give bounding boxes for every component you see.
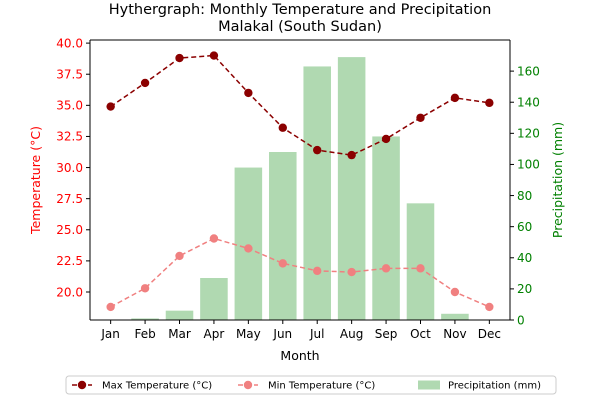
max-temperature-point	[485, 98, 494, 108]
max-temperature-point	[175, 53, 184, 63]
min-temperature-point	[106, 302, 115, 312]
max-temperature-point	[140, 78, 150, 88]
y-left-tick-label: 35.0	[56, 99, 83, 113]
y-left-tick-label: 27.5	[56, 192, 83, 206]
y-left-tick-label: 25.0	[56, 223, 83, 237]
min-temperature-point	[485, 302, 494, 312]
legend-min-temperature-point-marker	[243, 380, 253, 390]
max-temperature-point	[244, 88, 253, 98]
x-axis-label: Month	[280, 348, 319, 363]
y-left-tick-label: 32.5	[56, 130, 83, 144]
axes: Jan Feb Mar Apr May Jun Jul Aug Sep Oct Nov Dec 20.0…	[56, 36, 540, 341]
x-tick-label: Apr	[204, 327, 225, 341]
min-temperature-point	[347, 267, 356, 277]
chart-subtitle: Malakal (South Sudan)	[218, 19, 382, 35]
y-right-tick-label: 40	[517, 251, 532, 265]
legend-min-temperature-label: Min Temperature (°C)	[268, 381, 375, 392]
legend-max-temperature-point-marker	[77, 380, 87, 390]
x-tick-label: Oct	[410, 327, 431, 341]
y-right-tick-label: 80	[517, 189, 532, 203]
y-right-tick-label: 160	[517, 64, 540, 78]
max-temperature-point	[278, 123, 287, 132]
precipitation-bar	[200, 278, 228, 320]
precipitation-bar	[131, 318, 159, 320]
y-left-tick-label: 22.5	[56, 254, 83, 268]
x-tick-label: Jun	[272, 327, 292, 341]
x-tick-label: May	[236, 327, 261, 341]
precipitation-bar	[269, 152, 297, 320]
y-left-tick-label: 20.0	[56, 285, 83, 299]
max-temperature-point	[313, 145, 322, 155]
min-temperature-line	[110, 237, 490, 308]
x-tick-label: Nov	[443, 327, 466, 341]
y-right-tick-label: 120	[517, 127, 540, 141]
min-temperature-point	[381, 264, 391, 273]
max-temperature-point	[381, 134, 391, 144]
y-right-tick-label: 20	[517, 282, 532, 296]
y-axis-right-label: Precipitation (mm)	[550, 122, 565, 238]
y-left-tick-label: 40.0	[56, 36, 83, 50]
max-temperature-point	[106, 102, 115, 111]
x-tick-label: Jan	[100, 327, 120, 341]
min-temperature-point	[140, 284, 150, 293]
legend-precipitation-swatch	[418, 380, 440, 390]
min-temperature-point	[209, 234, 219, 243]
precipitation-bar	[372, 136, 400, 320]
max-temperature-point	[347, 150, 356, 160]
precipitation-bar	[406, 203, 435, 320]
legend-max-temperature-label: Max Temperature (°C)	[102, 381, 212, 392]
legend-precipitation-label: Precipitation (mm)	[448, 381, 541, 392]
y-right-tick-label: 140	[517, 96, 540, 110]
legend: Max Temperature (°C) Min Temperature (°C)…	[65, 375, 557, 395]
x-tick-label: Feb	[134, 327, 155, 341]
y-left-tick-label: 30.0	[56, 161, 83, 175]
y-right-tick-label: 0	[517, 313, 525, 327]
precipitation-bar	[303, 66, 331, 320]
max-temperature-point	[450, 93, 460, 103]
temperature-lines	[106, 51, 494, 312]
min-temperature-point	[175, 251, 184, 261]
max-temperature-point	[209, 51, 219, 60]
y-left-tick-label: 37.5	[56, 68, 83, 82]
x-tick-label: Dec	[478, 327, 501, 341]
precipitation-bar	[337, 57, 366, 320]
max-temperature-line	[110, 54, 490, 156]
x-tick-label: Aug	[340, 327, 363, 341]
y-right-tick-label: 60	[517, 220, 532, 234]
y-right-tick-label: 100	[517, 158, 540, 172]
chart-title: Hythergraph: Monthly Temperature and Pre…	[109, 2, 492, 18]
precipitation-bar	[165, 310, 194, 320]
min-temperature-point	[278, 259, 287, 268]
y-axis-left-label: Temperature (°C)	[28, 126, 43, 235]
min-temperature-point	[244, 244, 253, 253]
min-temperature-point	[313, 266, 322, 276]
max-temperature-point	[416, 113, 425, 122]
x-tick-label: Sep	[375, 327, 398, 341]
precipitation-bar	[234, 167, 263, 320]
x-tick-label: Mar	[168, 327, 191, 341]
precipitation-bars	[131, 57, 469, 320]
min-temperature-point	[450, 287, 460, 297]
min-temperature-point	[416, 264, 425, 273]
x-tick-label: Jul	[309, 327, 324, 341]
precipitation-bar	[441, 313, 469, 320]
